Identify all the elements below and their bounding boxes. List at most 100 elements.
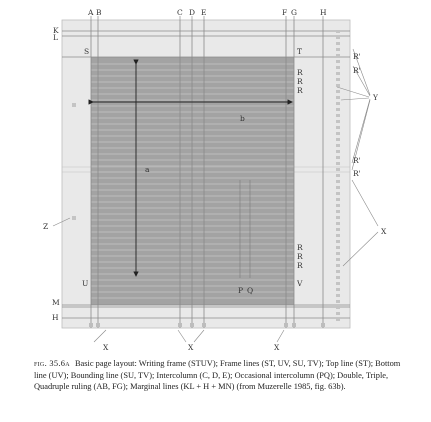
pricking-dot (336, 150, 340, 153)
pricking-dot (336, 318, 340, 321)
svg-text:R': R' (353, 156, 361, 165)
pricking-dot (336, 192, 340, 195)
label-x-bottom-2: X (188, 343, 194, 350)
bottom-prickings (89, 323, 325, 327)
label-f: F (282, 8, 287, 17)
r-labels-top: R R R (297, 68, 303, 95)
label-dimension-b: b (240, 114, 245, 123)
top-ticks (90, 16, 324, 20)
r-prime-labels: R' R' R' R' (353, 52, 361, 178)
label-h-top: H (320, 8, 327, 17)
pricking-dot (336, 222, 340, 225)
pricking-dot (336, 258, 340, 261)
label-h-bottom: H (52, 313, 59, 322)
pricking-dot (336, 78, 340, 81)
pricking-dot (336, 102, 340, 105)
label-k: K (53, 26, 59, 35)
label-m: M (52, 298, 60, 307)
occasional-intercolumn (239, 180, 251, 278)
pricking-dot (336, 120, 340, 123)
svg-text:R: R (297, 243, 303, 252)
pricking-dot (336, 108, 340, 111)
frame-lines (62, 30, 350, 319)
svg-text:R: R (297, 68, 303, 77)
vertical-rulings (90, 20, 324, 328)
r-labels-bottom: R R R (297, 243, 303, 270)
pricking-dot (336, 54, 340, 57)
pricking-dot (336, 252, 340, 255)
pricking-dot (336, 246, 340, 249)
pricking-dot (336, 312, 340, 315)
svg-text:R: R (297, 252, 303, 261)
label-p: P (238, 286, 243, 295)
pointer-lines (52, 48, 379, 343)
pricking-dot (336, 198, 340, 201)
pricking-dot (336, 270, 340, 273)
left-prick-upper (72, 103, 76, 107)
svg-text:R': R' (353, 66, 361, 75)
occasional-lines (62, 166, 350, 173)
pricking-dot (336, 30, 340, 33)
label-g: G (291, 8, 297, 17)
label-t: T (297, 47, 302, 56)
pricking-dot (336, 264, 340, 267)
pricking-dot (336, 282, 340, 285)
svg-text:R': R' (353, 52, 361, 61)
label-c: C (177, 8, 183, 17)
svg-text:R: R (297, 261, 303, 270)
pricking-dot (336, 132, 340, 135)
left-prick-lower (72, 216, 76, 220)
label-x-bottom-1: X (103, 343, 109, 350)
pricking-dot (336, 36, 340, 39)
label-x-bottom-3: X (274, 343, 280, 350)
svg-text:R': R' (353, 169, 361, 178)
label-s: S (84, 47, 89, 56)
pricking-dot (336, 90, 340, 93)
writing-frame (91, 57, 294, 305)
pricking-dot (336, 66, 340, 69)
label-q: Q (247, 286, 253, 295)
pricking-dot (336, 114, 340, 117)
caption-text: Basic page layout: Writing frame (STUV);… (34, 359, 401, 392)
label-u: U (82, 279, 88, 288)
pricking-dot (336, 306, 340, 309)
svg-text:R: R (297, 86, 303, 95)
label-y: Y (372, 93, 379, 102)
pricking-dot (336, 60, 340, 63)
pricking-dot (336, 276, 340, 279)
pricking-dot (336, 294, 340, 297)
left-labels: K L S M H (52, 26, 89, 322)
pricking-dot (336, 72, 340, 75)
label-z: Z (43, 222, 48, 231)
label-d: D (189, 8, 195, 17)
pricking-dot (336, 162, 340, 165)
top-labels: A B C D E F G H (87, 8, 327, 17)
label-e: E (201, 8, 206, 17)
label-dimension-a: a (145, 165, 150, 174)
label-a: A (87, 8, 94, 17)
pricking-dot (336, 174, 340, 177)
label-v: V (296, 279, 303, 288)
pricking-dot (336, 288, 340, 291)
pricking-dot (336, 216, 340, 219)
pricking-dot (336, 48, 340, 51)
label-x-right: X (381, 227, 387, 236)
pricking-marks (336, 30, 340, 321)
pricking-dot (336, 210, 340, 213)
svg-text:R: R (297, 77, 303, 86)
figure-caption: fig. 35.6a Basic page layout: Writing fr… (34, 358, 404, 393)
pricking-dot (336, 144, 340, 147)
pricking-dot (336, 42, 340, 45)
pricking-dot (336, 234, 340, 237)
pricking-dot (336, 204, 340, 207)
pricking-dot (336, 126, 340, 129)
pricking-dot (336, 228, 340, 231)
pricking-dot (336, 96, 340, 99)
pricking-dot (336, 84, 340, 87)
caption-label: fig. 35.6a (34, 359, 70, 368)
label-l: L (53, 33, 58, 42)
pricking-dot (336, 180, 340, 183)
label-b: B (96, 8, 102, 17)
pricking-dot (336, 300, 340, 303)
page-layout-diagram: A B C D E F G H K L S M H T U V R R R R … (43, 8, 387, 350)
